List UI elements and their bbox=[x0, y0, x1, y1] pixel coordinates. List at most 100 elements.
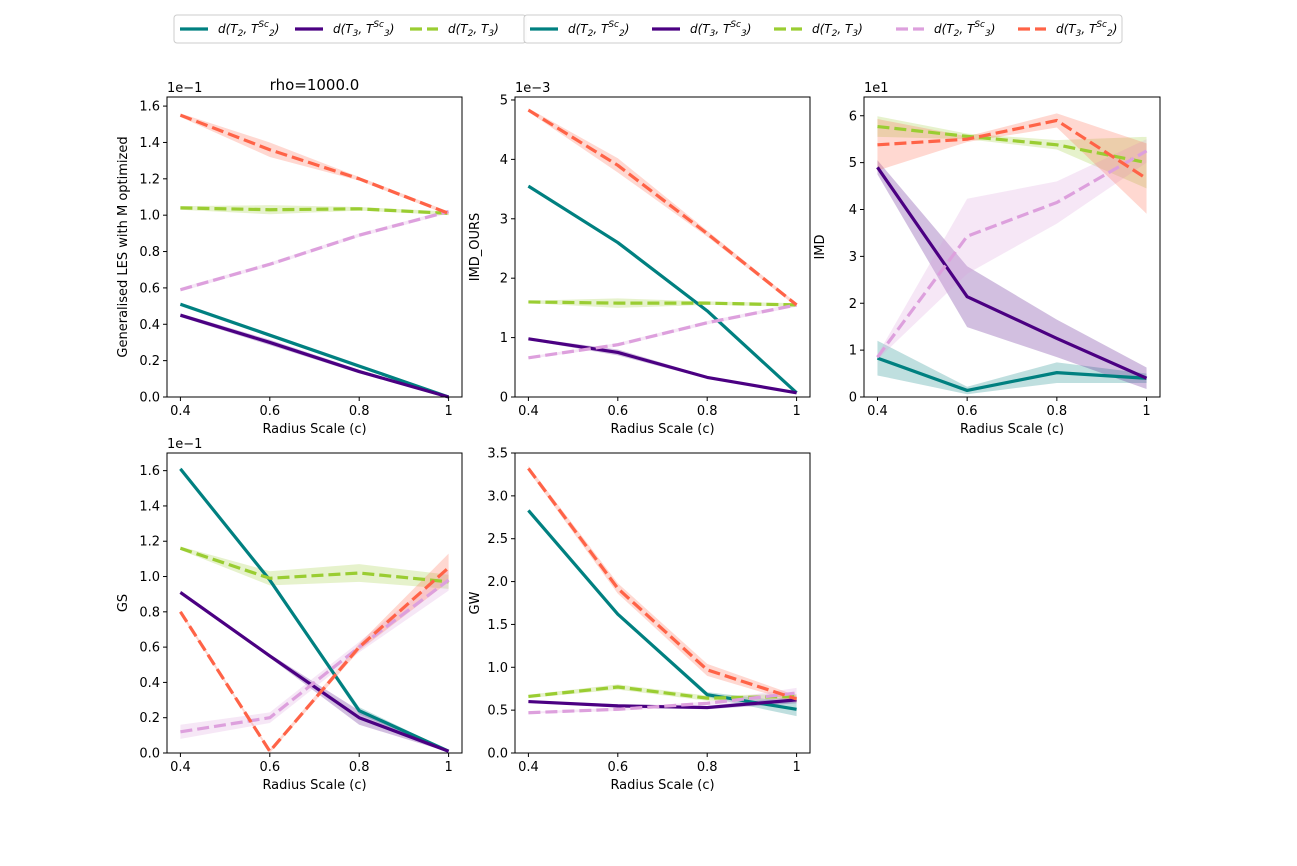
series-line-teal bbox=[179, 302, 450, 399]
series-line-green bbox=[877, 124, 1147, 165]
band-pink bbox=[877, 139, 1147, 360]
x-tick-label: 0.8 bbox=[697, 760, 718, 775]
series-line-purple bbox=[179, 591, 450, 753]
legend-label: d(T2, TSc2) bbox=[218, 20, 279, 39]
series-line-orange bbox=[527, 108, 798, 307]
subplot-title: rho=1000.0 bbox=[270, 76, 360, 94]
legend-label: d(T2, T3) bbox=[448, 22, 499, 39]
y-tick-label: 0.2 bbox=[139, 711, 160, 726]
y-tick-label: 0.2 bbox=[139, 354, 160, 369]
series-line-green bbox=[528, 300, 797, 307]
x-tick-label: 0.4 bbox=[518, 760, 539, 775]
y-tick-label: 6 bbox=[849, 109, 857, 124]
legend-2: d(T2, TSc2) d(T3, TSc3) d(T2, T3) d(T2, TSc… bbox=[523, 14, 1123, 44]
y-tick-label: 0.6 bbox=[139, 641, 160, 656]
axes-frame bbox=[166, 452, 463, 754]
y-tick-label: 2.5 bbox=[487, 532, 508, 547]
axes-frame bbox=[863, 96, 1161, 398]
x-axis-label: Radius Scale (c) bbox=[960, 422, 1064, 437]
y-tick-label: 0.8 bbox=[139, 245, 160, 260]
series-line-purple bbox=[528, 337, 797, 395]
axis-offset-label: 1e−1 bbox=[167, 81, 202, 96]
x-tick-label: 0.6 bbox=[607, 760, 628, 775]
series-line-teal bbox=[876, 356, 1147, 393]
x-axis-label: Radius Scale (c) bbox=[262, 778, 366, 793]
y-axis-label: GS bbox=[116, 594, 131, 612]
y-tick-label: 1.6 bbox=[139, 100, 160, 115]
y-tick-label: 5 bbox=[849, 156, 857, 171]
series-line-orange bbox=[179, 113, 450, 215]
y-tick-label: 0.6 bbox=[139, 281, 160, 296]
y-axis-label: IMD_OURS bbox=[468, 213, 483, 282]
y-tick-label: 0.4 bbox=[139, 318, 160, 333]
x-axis-label: Radius Scale (c) bbox=[610, 422, 714, 437]
x-axis-label: Radius Scale (c) bbox=[262, 422, 366, 437]
y-tick-label: 3.5 bbox=[487, 447, 508, 462]
band-green bbox=[528, 684, 797, 701]
y-tick-label: 1.2 bbox=[139, 535, 160, 550]
y-tick-label: 3.0 bbox=[487, 489, 508, 504]
series-line-green bbox=[180, 206, 449, 215]
x-tick-label: 1 bbox=[444, 404, 452, 419]
series-line-pink bbox=[528, 691, 797, 715]
x-tick-label: 0.6 bbox=[607, 404, 628, 419]
y-tick-label: 0.0 bbox=[139, 391, 160, 406]
x-tick-label: 0.8 bbox=[697, 404, 718, 419]
x-tick-label: 0.6 bbox=[259, 760, 280, 775]
band-orange bbox=[528, 465, 797, 703]
x-tick-label: 0.6 bbox=[957, 404, 978, 419]
series-line-orange bbox=[527, 467, 798, 701]
y-tick-label: 1.6 bbox=[139, 464, 160, 479]
y-tick-label: 1 bbox=[500, 331, 508, 346]
x-tick-label: 1 bbox=[444, 760, 452, 775]
y-tick-label: 5 bbox=[500, 93, 508, 108]
y-tick-label: 3 bbox=[849, 250, 857, 265]
series-line-purple bbox=[528, 698, 797, 710]
series-line-teal bbox=[179, 467, 450, 753]
y-tick-label: 0 bbox=[849, 391, 857, 406]
y-tick-label: 1.4 bbox=[139, 499, 160, 514]
y-tick-label: 2.0 bbox=[487, 575, 508, 590]
y-tick-label: 1.4 bbox=[139, 136, 160, 151]
band-pink bbox=[180, 569, 449, 739]
axes-frame bbox=[166, 96, 463, 398]
y-axis-label: Generalised LES with M optimized bbox=[116, 136, 131, 357]
y-tick-label: 1 bbox=[849, 344, 857, 359]
y-tick-label: 1.5 bbox=[487, 618, 508, 633]
axes-frame bbox=[514, 96, 811, 398]
axis-offset-label: 1e−3 bbox=[515, 81, 550, 96]
series-line-purple bbox=[179, 313, 450, 399]
x-tick-label: 0.4 bbox=[518, 404, 539, 419]
y-tick-label: 1.0 bbox=[139, 209, 160, 224]
series-line-pink bbox=[180, 578, 450, 734]
y-tick-label: 0 bbox=[500, 391, 508, 406]
x-axis-label: Radius Scale (c) bbox=[610, 778, 714, 793]
band-green bbox=[180, 205, 449, 216]
series-line-pink bbox=[179, 209, 449, 292]
subplot-3: 0.4 0.6 0.8 1 0 1 2 3 4 5 6 Radius Scale (c) IMD 1e1 bbox=[813, 81, 1161, 437]
subplot-4: 0.4 0.6 0.8 1 0.0 0.2 0.4 0.6 0.8 1.0 1.2 1.4 1.6 Rad… bbox=[116, 437, 463, 793]
legend-label: d(T3, TSc2) bbox=[1056, 20, 1117, 39]
band-purple bbox=[877, 160, 1147, 390]
legend-label: d(T3, TSc3) bbox=[333, 20, 394, 39]
x-tick-label: 0.8 bbox=[349, 760, 370, 775]
y-tick-label: 1.0 bbox=[487, 661, 508, 676]
x-tick-label: 1 bbox=[1142, 404, 1150, 419]
band-green bbox=[528, 298, 797, 308]
y-tick-label: 0.5 bbox=[487, 704, 508, 719]
x-tick-label: 0.8 bbox=[349, 404, 370, 419]
y-axis-label: GW bbox=[468, 591, 483, 614]
series-line-teal bbox=[527, 184, 798, 395]
legend-label: d(T3, TSc3) bbox=[690, 20, 751, 39]
subplot-1: 0.4 0.6 0.8 1 0.0 0.2 0.4 0.6 0.8 1.0 1.2 1.4 1.6 Rad… bbox=[116, 76, 463, 437]
band-green bbox=[180, 546, 449, 589]
y-tick-label: 1.2 bbox=[139, 172, 160, 187]
series-line-orange bbox=[877, 118, 1148, 180]
y-axis-label: IMD bbox=[813, 234, 828, 259]
subplot-2: 0.4 0.6 0.8 1 0 1 2 3 4 5 Radius Scale (c) IMD_OURS… bbox=[468, 81, 811, 437]
y-tick-label: 1.0 bbox=[139, 570, 160, 585]
x-tick-label: 1 bbox=[792, 404, 800, 419]
y-tick-label: 0.0 bbox=[139, 747, 160, 762]
x-tick-label: 0.4 bbox=[867, 404, 888, 419]
